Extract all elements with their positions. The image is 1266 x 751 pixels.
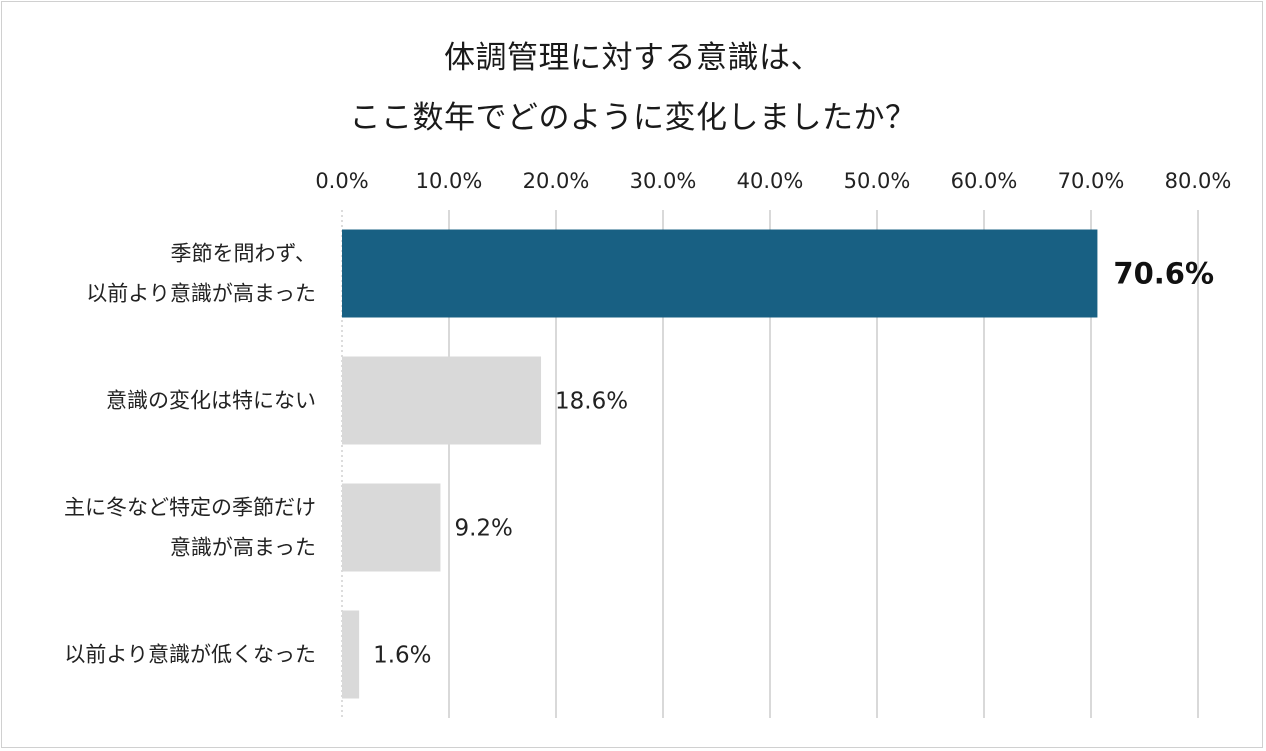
data-label: 70.6%	[1113, 257, 1214, 291]
category-label: 以前より意識が高まった	[86, 282, 316, 306]
data-label: 18.6%	[555, 389, 628, 415]
x-tick-label: 20.0%	[523, 169, 590, 193]
x-tick-label: 60.0%	[951, 169, 1018, 193]
bar	[342, 229, 1098, 318]
category-label: 意識が高まった	[170, 536, 316, 560]
category-label: 主に冬など特定の季節だけ	[64, 496, 316, 520]
bar	[342, 610, 360, 699]
x-tick-label: 80.0%	[1165, 169, 1232, 193]
x-tick-label: 70.0%	[1058, 169, 1125, 193]
bar	[342, 356, 542, 445]
x-tick-label: 50.0%	[844, 169, 911, 193]
x-tick-label: 40.0%	[737, 169, 804, 193]
x-tick-label: 0.0%	[315, 169, 368, 193]
x-tick-label: 10.0%	[416, 169, 483, 193]
category-label: 季節を問わず、	[170, 242, 316, 266]
data-label: 1.6%	[373, 643, 431, 669]
chart-title-line-2: ここ数年でどのように変化しましたか？	[349, 100, 917, 136]
chart-title-line-1: 体調管理に対する意識は、	[444, 40, 822, 76]
bar	[342, 483, 441, 572]
data-label: 9.2%	[454, 516, 512, 542]
category-label: 以前より意識が低くなった	[64, 643, 316, 667]
category-label: 意識の変化は特にない	[106, 389, 316, 413]
x-tick-label: 30.0%	[630, 169, 697, 193]
